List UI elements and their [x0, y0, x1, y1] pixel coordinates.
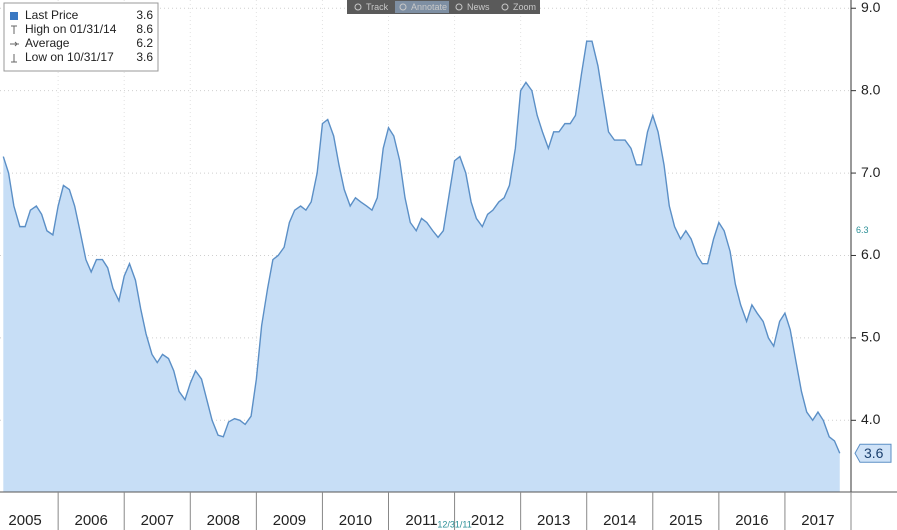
y-tick-label: 9.0 [861, 0, 881, 15]
x-tick-label: 2005 [8, 512, 41, 529]
toolbar: Track Annotate News Zoom [347, 0, 540, 14]
legend-icon [11, 25, 17, 34]
toolbar-button-label[interactable]: News [467, 2, 490, 12]
right-marker-label: 6.3 [856, 225, 869, 235]
y-tick-label: 4.0 [861, 411, 881, 427]
x-marker-label: 12/31/11 [437, 519, 471, 529]
x-tick-label: 2012 [471, 512, 504, 529]
x-tick-label: 2007 [141, 512, 174, 529]
x-tick-label: 2015 [669, 512, 702, 529]
toolbar-icon[interactable] [399, 3, 407, 11]
toolbar-button-bg[interactable] [497, 1, 539, 13]
toolbar-button-label[interactable]: Track [366, 2, 389, 12]
x-tick-label: 2014 [603, 512, 636, 529]
toolbar-button[interactable]: News [451, 1, 495, 13]
y-tick-label: 8.0 [861, 81, 881, 97]
x-tick-label: 2013 [537, 512, 570, 529]
legend-label: Low on 10/31/17 [25, 50, 114, 64]
x-tick-label: 2009 [273, 512, 306, 529]
legend-icon [10, 41, 19, 47]
y-tick-label: 7.0 [861, 164, 881, 180]
toolbar-button-bg[interactable] [350, 1, 392, 13]
legend-value: 3.6 [136, 50, 153, 64]
legend-value: 3.6 [136, 8, 153, 22]
toolbar-button-bg[interactable] [395, 1, 449, 13]
legend-label: High on 01/31/14 [25, 22, 117, 36]
x-tick-label: 2017 [801, 512, 834, 529]
legend-label: Last Price [25, 8, 79, 22]
y-tick-label: 5.0 [861, 329, 881, 345]
toolbar-icon[interactable] [501, 3, 509, 11]
x-tick-label: 2016 [735, 512, 768, 529]
legend-value: 6.2 [136, 36, 153, 50]
legend: Last Price 3.6 High on 01/31/14 8.6 Average 6… [3, 2, 159, 72]
toolbar-button[interactable]: Zoom [497, 1, 539, 13]
x-tick-label: 2008 [207, 512, 240, 529]
legend-box [3, 2, 159, 72]
toolbar-icon[interactable] [354, 3, 362, 11]
area-fill [3, 41, 840, 492]
x-tick-label: 2011 [405, 512, 437, 529]
legend-swatch [10, 12, 18, 20]
x-tick-label: 2010 [339, 512, 372, 529]
toolbar-button-bg[interactable] [451, 1, 495, 13]
y-tick-label: 6.0 [861, 246, 881, 262]
last-price-tag [854, 443, 892, 463]
toolbar-button[interactable]: Annotate [395, 1, 449, 13]
toolbar-button[interactable]: Track [350, 1, 392, 13]
legend-icon [11, 54, 17, 63]
toolbar-button-label[interactable]: Annotate [411, 2, 447, 12]
last-price-label: 3.6 [864, 445, 884, 461]
toolbar-icon[interactable] [455, 3, 463, 11]
x-tick-label: 2006 [74, 512, 107, 529]
price-line [2, 40, 841, 454]
legend-value: 8.6 [136, 22, 153, 36]
legend-label: Average [25, 36, 70, 50]
toolbar-button-label[interactable]: Zoom [513, 2, 536, 12]
